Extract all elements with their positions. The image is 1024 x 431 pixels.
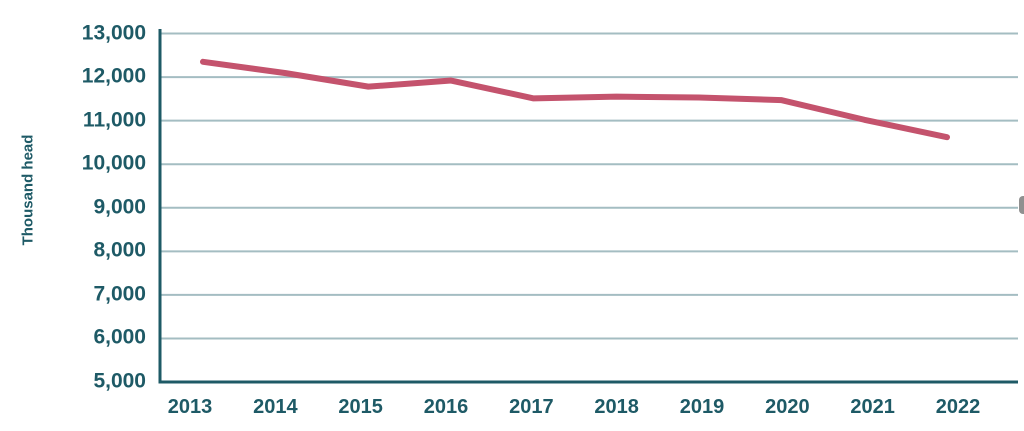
data-series-line — [200, 58, 950, 141]
x-tick-label: 2021 — [850, 396, 895, 418]
x-tick-label: 2019 — [679, 396, 725, 418]
x-tick-label: 2013 — [167, 396, 213, 418]
x-tick-label: 2015 — [338, 396, 383, 418]
x-tick-label: 2020 — [765, 396, 810, 418]
y-tick-label: 13,000 — [81, 21, 146, 45]
y-tick-label: 10,000 — [81, 151, 146, 175]
y-tick-label: 12,000 — [81, 64, 146, 88]
y-tick-label: 6,000 — [93, 325, 146, 349]
x-tick-label: 2018 — [594, 396, 639, 418]
x-tick-label: 2017 — [509, 396, 554, 418]
y-axis-title: Thousand head — [19, 134, 37, 246]
y-tick-label: 11,000 — [82, 108, 146, 132]
x-tick-label: 2016 — [423, 396, 469, 418]
x-tick-label: 2014 — [253, 396, 298, 418]
y-tick-label: 9,000 — [93, 195, 146, 219]
y-tick-label: 5,000 — [93, 369, 146, 393]
scrollbar-thumb[interactable] — [1019, 196, 1024, 214]
x-tick-label: 2022 — [935, 396, 981, 418]
y-tick-label: 8,000 — [93, 238, 146, 262]
y-tick-label: 7,000 — [93, 282, 146, 306]
